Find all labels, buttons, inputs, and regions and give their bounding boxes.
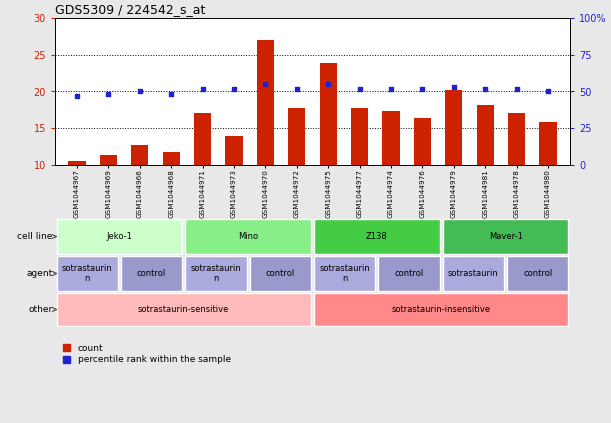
Point <box>386 85 396 92</box>
Point <box>72 93 82 99</box>
Bar <box>351 108 368 165</box>
Text: sotrastaurin
n: sotrastaurin n <box>320 264 370 283</box>
Bar <box>163 152 180 165</box>
Text: other: other <box>28 305 53 314</box>
Bar <box>382 111 400 165</box>
Point <box>543 88 553 95</box>
Bar <box>57 256 118 291</box>
Legend: count, percentile rank within the sample: count, percentile rank within the sample <box>59 340 234 368</box>
Bar <box>57 294 311 326</box>
Bar <box>68 161 86 165</box>
Bar <box>57 220 182 253</box>
Point <box>292 85 302 92</box>
Bar <box>185 220 311 253</box>
Point <box>480 85 490 92</box>
Text: Maver-1: Maver-1 <box>489 232 522 241</box>
Text: sotrastaurin-insensitive: sotrastaurin-insensitive <box>392 305 491 314</box>
Text: sotrastaurin-sensitive: sotrastaurin-sensitive <box>138 305 230 314</box>
Bar <box>507 256 568 291</box>
Point <box>198 85 208 92</box>
Point <box>135 88 145 95</box>
Text: Mino: Mino <box>238 232 258 241</box>
Text: cell line: cell line <box>17 232 53 241</box>
Bar <box>225 136 243 165</box>
Text: sotrastaurin: sotrastaurin <box>448 269 499 278</box>
Text: control: control <box>137 269 166 278</box>
Point <box>512 85 522 92</box>
Text: control: control <box>395 269 423 278</box>
Bar <box>314 294 568 326</box>
Bar <box>320 63 337 165</box>
Bar <box>288 108 306 165</box>
Bar <box>508 113 525 165</box>
Point <box>229 85 239 92</box>
Bar <box>314 220 440 253</box>
Bar <box>443 220 568 253</box>
Bar <box>314 256 375 291</box>
Text: control: control <box>266 269 295 278</box>
Point <box>166 91 176 98</box>
Bar <box>250 256 311 291</box>
Bar <box>414 118 431 165</box>
Text: Jeko-1: Jeko-1 <box>106 232 133 241</box>
Bar <box>121 256 182 291</box>
Bar <box>477 105 494 165</box>
Bar <box>443 256 504 291</box>
Bar <box>257 40 274 165</box>
Bar <box>540 122 557 165</box>
Bar <box>445 90 463 165</box>
Bar <box>194 113 211 165</box>
Point <box>449 84 459 91</box>
Bar <box>378 256 440 291</box>
Text: Z138: Z138 <box>366 232 388 241</box>
Bar <box>131 145 148 165</box>
Bar <box>100 155 117 165</box>
Point <box>355 85 365 92</box>
Point <box>323 81 333 88</box>
Text: agent: agent <box>26 269 53 278</box>
Text: sotrastaurin
n: sotrastaurin n <box>191 264 241 283</box>
Bar <box>185 256 246 291</box>
Text: control: control <box>523 269 552 278</box>
Point <box>260 81 270 88</box>
Text: sotrastaurin
n: sotrastaurin n <box>62 264 112 283</box>
Point <box>417 85 427 92</box>
Point <box>103 91 113 98</box>
Text: GDS5309 / 224542_s_at: GDS5309 / 224542_s_at <box>55 3 205 16</box>
